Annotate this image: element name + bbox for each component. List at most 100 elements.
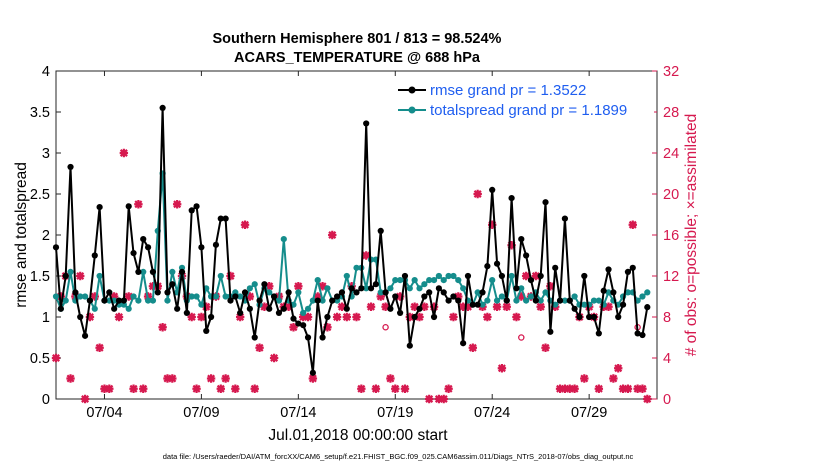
rmse-point bbox=[106, 289, 113, 296]
totalspread-point bbox=[498, 293, 506, 300]
assimilated-count-marker bbox=[483, 312, 492, 322]
totalspread-point bbox=[639, 293, 646, 300]
rmse-point bbox=[450, 293, 457, 300]
rmse-point bbox=[159, 104, 166, 111]
rmse-point bbox=[353, 289, 360, 296]
rmse-point bbox=[280, 305, 287, 312]
totalspread-point bbox=[353, 264, 360, 271]
rmse-point bbox=[363, 120, 370, 127]
totalspread-point bbox=[440, 277, 447, 284]
rmse-point bbox=[178, 268, 186, 275]
assimilated-count-marker bbox=[429, 302, 439, 311]
rmse-point bbox=[610, 289, 617, 296]
assimilated-count-marker bbox=[546, 282, 555, 291]
rmse-point bbox=[552, 264, 559, 271]
totalspread-point bbox=[406, 285, 413, 292]
assimilated-count-marker bbox=[56, 292, 66, 301]
rmse-point bbox=[183, 309, 190, 316]
totalspread-point bbox=[426, 277, 433, 284]
rmse-point bbox=[115, 297, 123, 304]
assimilated-count-marker bbox=[289, 323, 298, 332]
y-right-tick-label: 8 bbox=[663, 310, 671, 326]
assimilated-count-marker bbox=[85, 312, 95, 322]
legend-label-rmse: rmse grand pr = 1.3522 bbox=[430, 82, 586, 99]
rmse-point bbox=[188, 207, 195, 214]
assimilated-count-marker bbox=[497, 364, 507, 373]
assimilated-count-marker bbox=[594, 384, 604, 393]
assimilated-count-marker bbox=[395, 292, 405, 301]
rmse-point bbox=[523, 252, 530, 259]
totalspread-point bbox=[435, 272, 442, 280]
rmse-point bbox=[72, 289, 79, 296]
assimilated-count-marker bbox=[507, 241, 516, 250]
rmse-point bbox=[561, 215, 569, 222]
totalspread-point bbox=[377, 289, 384, 296]
rmse-point bbox=[566, 297, 573, 304]
x-tick-label: 07/14 bbox=[280, 405, 316, 421]
assimilated-count-marker bbox=[502, 302, 511, 311]
rmse-point bbox=[571, 305, 578, 312]
rmse-point bbox=[401, 272, 409, 280]
rmse-point bbox=[246, 305, 253, 312]
rmse-point bbox=[91, 252, 98, 259]
rmse-point bbox=[542, 199, 549, 206]
rmse-point bbox=[304, 334, 312, 341]
assimilated-count-marker bbox=[337, 302, 347, 311]
assimilated-count-marker bbox=[197, 312, 206, 322]
rmse-point bbox=[411, 313, 418, 321]
rmse-point bbox=[435, 285, 442, 292]
assimilated-count-marker bbox=[134, 200, 143, 209]
assimilated-count-marker bbox=[361, 251, 371, 260]
totalspread-point bbox=[188, 293, 195, 300]
y-axis-right: 0 4 8 12 16 20 24 28 32 bbox=[652, 64, 679, 408]
rmse-point bbox=[382, 289, 389, 296]
rmse-point bbox=[392, 293, 399, 300]
rmse-point bbox=[595, 330, 602, 337]
totalspread-point bbox=[149, 297, 157, 304]
rmse-point bbox=[295, 320, 302, 327]
rmse-point bbox=[532, 297, 539, 304]
rmse-point bbox=[261, 281, 268, 288]
rmse-point bbox=[479, 289, 486, 296]
assimilated-count-marker bbox=[352, 312, 361, 322]
rmse-point bbox=[57, 305, 64, 312]
assimilated-count-marker bbox=[202, 302, 211, 311]
rmse-point bbox=[212, 241, 220, 248]
totalspread-point bbox=[527, 293, 535, 300]
assimilated-count-marker bbox=[90, 292, 99, 301]
rmse-point bbox=[430, 313, 438, 321]
rmse-point bbox=[290, 315, 297, 322]
rmse-point bbox=[440, 289, 447, 296]
totalspread-point bbox=[251, 281, 258, 288]
assimilated-count-marker bbox=[405, 312, 415, 322]
y-tick-label: 2 bbox=[42, 228, 50, 244]
assimilated-count-marker bbox=[139, 384, 148, 393]
y-tick-label: 1.5 bbox=[30, 269, 50, 285]
rmse-point bbox=[498, 272, 506, 280]
totalspread-point bbox=[314, 277, 321, 284]
assimilated-count-marker bbox=[303, 312, 313, 322]
assimilated-count-marker bbox=[226, 271, 235, 281]
totalspread-point bbox=[523, 297, 530, 304]
totalspread-point bbox=[518, 285, 525, 292]
x-tick-label: 07/29 bbox=[571, 405, 607, 421]
rmse-point bbox=[426, 289, 433, 296]
assimilated-count-marker bbox=[168, 374, 177, 383]
totalspread-point bbox=[479, 301, 486, 308]
rmse-point bbox=[77, 313, 84, 321]
possible-count-marker bbox=[382, 323, 389, 331]
totalspread-point bbox=[246, 285, 253, 292]
assimilated-count-marker bbox=[158, 323, 167, 332]
y-right-tick-label: 4 bbox=[663, 351, 671, 367]
rmse-point bbox=[556, 297, 564, 304]
rmse-point bbox=[508, 195, 515, 202]
totalspread-point bbox=[392, 277, 399, 284]
totalspread-point bbox=[319, 297, 326, 304]
totalspread-point bbox=[484, 297, 491, 304]
rmse-point bbox=[101, 297, 108, 304]
rmse-point bbox=[266, 305, 273, 312]
x-tick-label: 07/04 bbox=[86, 405, 122, 421]
rmse-point bbox=[348, 285, 355, 292]
rmse-point bbox=[96, 204, 103, 211]
totalspread-point bbox=[222, 293, 229, 300]
